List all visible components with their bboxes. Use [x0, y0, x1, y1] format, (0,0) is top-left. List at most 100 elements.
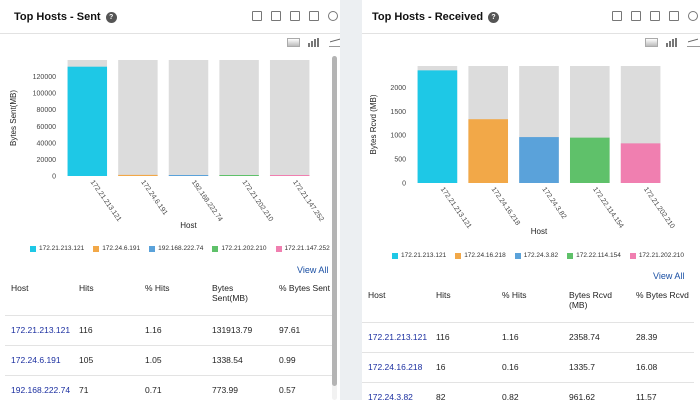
mail-icon[interactable] [612, 11, 622, 21]
y-tick-label: 80000 [37, 107, 57, 114]
view-all-link[interactable]: View All [653, 271, 685, 281]
area-chart-icon[interactable] [645, 38, 658, 47]
table-cell: 2358.74 [563, 322, 630, 353]
table-cell: 1335.7 [563, 352, 630, 383]
column-header[interactable]: Host [5, 277, 73, 316]
mail-icon[interactable] [252, 11, 262, 21]
panel-title: Top Hosts - Sent? [14, 11, 117, 23]
table-cell: 961.62 [563, 382, 630, 400]
column-header[interactable]: Host [362, 284, 430, 323]
report-icon[interactable] [669, 11, 679, 21]
table-cell: 116 [73, 315, 139, 346]
bar [219, 175, 259, 176]
x-tick-label: 172.21.213.121 [439, 186, 473, 230]
refresh-icon[interactable] [688, 11, 698, 21]
table-row: 172.24.6.191 105 1.05 1338.54 0.99 [5, 345, 335, 376]
bar-chart-icon[interactable] [308, 38, 321, 47]
legend-item[interactable]: 192.168.222.74 [149, 245, 203, 252]
top-hosts-received-panel: Top Hosts - Received? ⤢ 0 500 1000 1500 2000… [362, 0, 700, 400]
pdf-icon[interactable] [631, 11, 641, 21]
legend-label: 172.24.6.191 [102, 245, 141, 252]
legend-item[interactable]: 172.21.202.210 [629, 252, 684, 259]
bytes-sent-bar-chart: 0 20000 40000 60000 80000 100000 120000 Bytes S… [9, 60, 325, 230]
y-tick-label: 0 [402, 181, 406, 188]
help-icon[interactable]: ? [105, 12, 117, 23]
y-tick-label: 60000 [37, 124, 57, 131]
panel-toolbar: ⤢ [252, 11, 340, 21]
help-icon[interactable]: ? [488, 12, 500, 23]
legend-swatch [212, 245, 219, 252]
column-header[interactable]: Bytes Rcvd (MB) [563, 284, 630, 323]
host-link[interactable]: 172.24.6.191 [5, 345, 73, 376]
table-cell: 16.08 [630, 352, 694, 383]
column-header[interactable]: % Hits [139, 277, 206, 316]
bar-background [269, 60, 310, 176]
x-tick-label: 172.24.6.191 [139, 179, 168, 217]
column-header[interactable]: % Hits [496, 284, 563, 323]
host-link[interactable]: 172.24.16.218 [362, 352, 430, 383]
column-header[interactable]: % Bytes Sent [273, 277, 335, 316]
csv-icon[interactable] [650, 11, 660, 21]
y-tick-label: 0 [52, 174, 56, 181]
legend-label: 172.22.114.154 [576, 252, 621, 259]
legend-swatch [149, 245, 156, 252]
host-link[interactable]: 172.24.3.82 [362, 382, 430, 400]
y-tick-label: 40000 [37, 140, 57, 147]
host-link[interactable]: 172.21.213.121 [362, 322, 430, 353]
legend-label: 172.24.3.82 [523, 252, 559, 259]
chart-legend: 172.21.213.121 172.24.16.218 172.24.3.82 17… [392, 252, 684, 259]
x-tick-label: 172.21.147.252 [291, 179, 325, 223]
host-link[interactable]: 192.168.222.74 [5, 375, 73, 400]
refresh-icon[interactable] [328, 11, 338, 21]
host-link[interactable]: 172.21.213.121 [5, 315, 73, 346]
table-cell: 1.16 [496, 322, 563, 353]
csv-icon[interactable] [290, 11, 300, 21]
column-header[interactable]: Hits [430, 284, 496, 323]
x-tick-label: 172.24.16.218 [490, 186, 521, 227]
legend-label: 172.21.147.252 [284, 245, 330, 252]
legend-swatch [567, 252, 574, 259]
legend-label: 172.21.213.121 [39, 245, 85, 252]
report-icon[interactable] [309, 11, 319, 21]
table-header-row: Host Hits% Hits Bytes Sent(MB)% Bytes Sent [5, 277, 335, 316]
legend-item[interactable]: 172.21.213.121 [392, 252, 446, 259]
column-header[interactable]: Bytes Sent(MB) [206, 277, 273, 316]
line-chart-icon[interactable] [329, 38, 340, 47]
scrollbar-thumb[interactable] [332, 56, 337, 386]
table-cell: 0.16 [496, 352, 563, 383]
legend-item[interactable]: 172.21.147.252 [275, 245, 330, 252]
x-tick-label: 192.168.222.74 [190, 179, 224, 223]
bar-chart-icon[interactable] [666, 38, 679, 47]
legend-item[interactable]: 172.21.202.210 [212, 245, 267, 252]
column-header[interactable]: % Bytes Rcvd [630, 284, 694, 323]
x-tick-label: 172.22.114.154 [591, 186, 624, 230]
legend-label: 172.21.202.210 [638, 252, 684, 259]
legend-item[interactable]: 172.24.3.82 [514, 252, 559, 259]
legend-item[interactable]: 172.21.213.121 [30, 245, 84, 252]
table-cell: 16 [430, 352, 496, 383]
scrollbar[interactable] [332, 56, 337, 400]
panel-header: Top Hosts - Received? ⤢ [362, 0, 700, 34]
bar-background [168, 60, 209, 176]
legend-item[interactable]: 172.24.16.218 [455, 252, 506, 259]
column-header[interactable]: Hits [73, 277, 139, 316]
view-all-link[interactable]: View All [297, 265, 329, 275]
bar [168, 175, 209, 176]
table-cell: 11.57 [630, 382, 694, 400]
y-tick-label: 120000 [33, 74, 56, 81]
table-cell: 1.05 [139, 345, 206, 376]
chart-legend: 172.21.213.121 172.24.6.191 192.168.222.74… [30, 245, 330, 252]
bar [118, 174, 158, 176]
legend-item[interactable]: 172.24.6.191 [93, 245, 140, 252]
bar [620, 143, 661, 183]
legend-label: 192.168.222.74 [158, 245, 204, 252]
legend-swatch [93, 245, 100, 252]
panel-gap [340, 0, 362, 400]
area-chart-icon[interactable] [287, 38, 300, 47]
table-cell: 105 [73, 345, 139, 376]
legend-item[interactable]: 172.22.114.154 [567, 252, 621, 259]
line-chart-icon[interactable] [687, 38, 700, 47]
pdf-icon[interactable] [271, 11, 281, 21]
y-tick-label: 2000 [390, 85, 406, 92]
x-tick-label: 172.21.202.210 [240, 179, 274, 223]
